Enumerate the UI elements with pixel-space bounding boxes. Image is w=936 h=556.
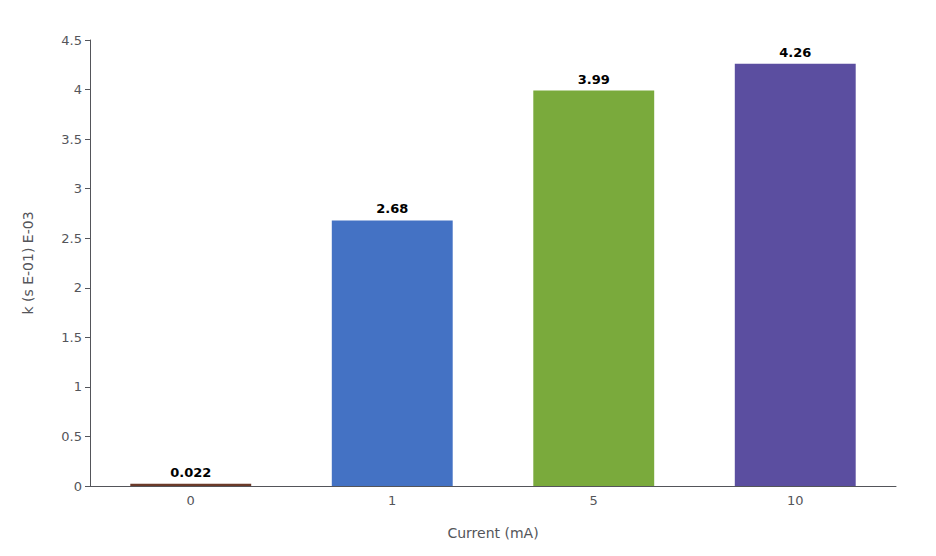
- svg-text:0: 0: [74, 479, 82, 494]
- svg-text:4.5: 4.5: [61, 33, 82, 48]
- svg-text:2.5: 2.5: [61, 231, 82, 246]
- svg-text:5: 5: [590, 493, 598, 508]
- svg-text:0.5: 0.5: [61, 429, 82, 444]
- svg-text:0: 0: [187, 493, 195, 508]
- svg-text:1: 1: [388, 493, 396, 508]
- svg-text:Current (mA): Current (mA): [447, 525, 538, 541]
- svg-text:10: 10: [787, 493, 804, 508]
- svg-text:3.5: 3.5: [61, 132, 82, 147]
- svg-text:3.99: 3.99: [578, 72, 610, 87]
- svg-text:2: 2: [74, 280, 82, 295]
- svg-text:k (s E-01) E-03: k (s E-01) E-03: [20, 211, 36, 314]
- svg-text:2.68: 2.68: [376, 201, 408, 216]
- svg-text:1: 1: [74, 379, 82, 394]
- svg-text:4: 4: [74, 82, 82, 97]
- svg-text:1.5: 1.5: [61, 330, 82, 345]
- svg-text:3: 3: [74, 181, 82, 196]
- svg-text:0.022: 0.022: [170, 465, 211, 480]
- svg-text:4.26: 4.26: [779, 45, 811, 60]
